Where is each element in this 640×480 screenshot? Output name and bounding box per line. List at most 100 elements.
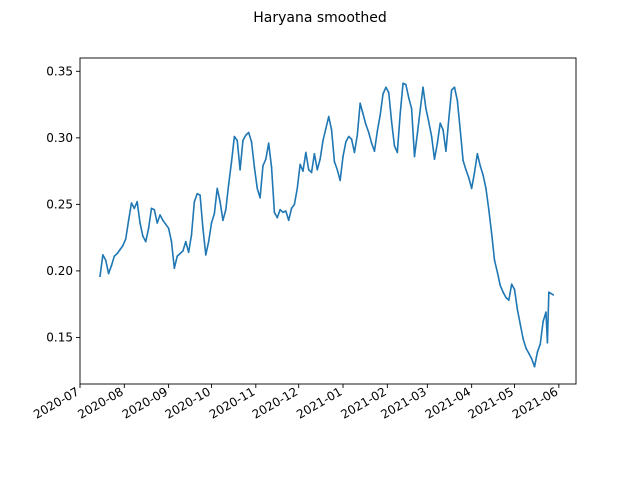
data-point-0-2: [104, 259, 107, 262]
data-point-0-121: [445, 150, 447, 152]
x-tick-label-4: 2020-11: [207, 384, 257, 421]
data-point-0-159: [552, 294, 554, 296]
data-point-0-86: [345, 141, 347, 143]
data-point-0-66: [287, 219, 290, 222]
data-point-0-36: [202, 227, 204, 230]
data-point-0-122: [447, 118, 450, 121]
data-point-0-115: [427, 121, 430, 123]
data-point-0-151: [530, 357, 533, 360]
x-tick-label-9: 2021-04: [423, 384, 473, 421]
data-point-0-134: [482, 174, 484, 176]
series-layer: [99, 82, 554, 368]
data-point-0-29: [182, 250, 184, 252]
data-point-0-78: [322, 139, 324, 142]
data-point-0-109: [410, 107, 413, 110]
data-point-0-132: [476, 153, 479, 155]
data-point-0-40: [213, 212, 216, 215]
data-point-0-33: [193, 200, 196, 203]
data-point-0-100: [385, 86, 387, 89]
data-point-0-26: [173, 267, 176, 270]
data-point-0-72: [305, 151, 307, 154]
data-point-0-112: [419, 109, 422, 111]
data-point-0-84: [339, 179, 341, 182]
data-point-0-23: [164, 223, 167, 226]
data-point-0-7: [119, 248, 121, 251]
data-point-0-46: [230, 160, 233, 163]
data-point-0-44: [225, 208, 227, 211]
x-tick-label-6: 2021-01: [294, 384, 344, 421]
data-point-0-155: [542, 320, 544, 323]
x-tick-label-5: 2020-12: [250, 384, 300, 421]
data-point-0-138: [493, 259, 496, 262]
data-point-0-128: [465, 168, 467, 171]
data-point-0-79: [325, 127, 327, 130]
data-point-0-141: [502, 291, 504, 293]
data-point-0-51: [245, 134, 247, 136]
data-point-0-102: [390, 121, 393, 123]
data-point-0-19: [153, 208, 156, 211]
data-point-0-95: [370, 142, 373, 144]
data-point-0-124: [453, 86, 456, 89]
data-point-0-68: [293, 203, 296, 206]
data-point-0-63: [279, 208, 281, 211]
y-tick-label-1: 0.20: [46, 264, 73, 278]
data-point-0-140: [499, 284, 502, 287]
data-point-0-39: [210, 222, 213, 224]
y-tick-label-3: 0.30: [46, 131, 73, 145]
data-point-0-80: [327, 115, 330, 118]
data-point-0-154: [539, 343, 542, 345]
data-point-0-9: [124, 238, 127, 240]
data-point-0-118: [436, 142, 439, 144]
data-point-0-53: [250, 141, 253, 143]
data-point-0-148: [522, 337, 524, 340]
data-point-0-62: [276, 216, 279, 219]
data-point-0-135: [485, 187, 487, 190]
data-point-0-15: [142, 235, 144, 238]
data-point-0-65: [285, 210, 287, 212]
data-point-0-88: [350, 138, 353, 140]
data-point-0-5: [113, 255, 116, 258]
data-point-0-127: [462, 159, 464, 162]
chart-title: Haryana smoothed: [253, 10, 387, 26]
data-point-0-11: [130, 202, 133, 204]
data-point-0-31: [187, 251, 190, 254]
data-point-0-87: [347, 135, 350, 138]
data-point-0-61: [273, 211, 276, 214]
data-point-0-13: [136, 200, 138, 203]
data-point-0-105: [399, 113, 401, 115]
data-point-0-10: [127, 219, 130, 222]
data-point-0-113: [422, 86, 424, 89]
data-point-0-92: [362, 113, 364, 115]
y-tick-label-0: 0.15: [46, 330, 73, 344]
data-point-0-37: [204, 254, 207, 256]
data-point-0-21: [159, 214, 161, 216]
data-point-0-133: [479, 164, 482, 167]
x-tick-label-11: 2021-06: [510, 384, 560, 421]
data-point-0-106: [402, 82, 404, 85]
data-point-0-137: [490, 232, 493, 235]
data-point-0-67: [290, 207, 293, 210]
data-point-0-70: [299, 163, 301, 166]
data-point-0-99: [382, 93, 384, 95]
data-point-0-144: [510, 283, 513, 286]
data-point-0-131: [473, 171, 476, 174]
data-point-0-82: [333, 160, 336, 163]
data-point-0-150: [528, 352, 530, 355]
data-point-0-75: [313, 153, 316, 155]
x-tick-label-0: 2020-07: [31, 384, 81, 421]
data-point-0-136: [488, 208, 490, 211]
data-point-0-41: [216, 187, 219, 190]
plot-frame: [79, 57, 577, 385]
data-point-0-1: [102, 254, 104, 256]
data-point-0-35: [199, 194, 201, 196]
data-point-0-94: [367, 131, 370, 134]
data-point-0-129: [468, 176, 470, 179]
data-point-0-98: [379, 114, 381, 117]
data-point-0-89: [353, 151, 356, 154]
data-point-0-58: [265, 158, 267, 160]
data-point-0-71: [302, 170, 304, 172]
data-point-0-158: [548, 291, 550, 293]
data-point-0-104: [396, 151, 399, 154]
data-point-0-139: [496, 271, 499, 274]
